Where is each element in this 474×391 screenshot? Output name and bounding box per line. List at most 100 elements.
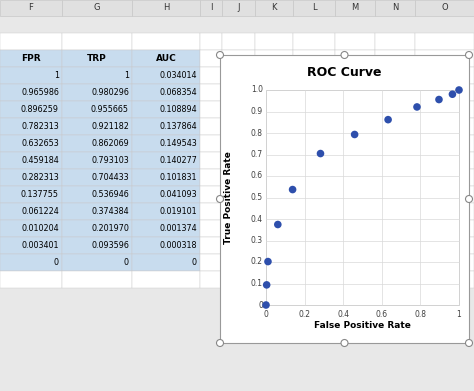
Circle shape [274, 221, 282, 228]
Text: 0.5: 0.5 [251, 193, 263, 202]
Text: 0.704433: 0.704433 [91, 173, 129, 182]
Bar [200, 220, 222, 237]
Bar [222, 186, 255, 203]
Circle shape [465, 52, 473, 59]
Bar [293, 186, 335, 203]
Bar [255, 0, 293, 16]
Bar [255, 118, 293, 135]
Text: 0.7: 0.7 [251, 150, 263, 159]
Text: 0.8: 0.8 [414, 310, 427, 319]
Bar [335, 220, 375, 237]
Bar [222, 50, 255, 67]
Bar [200, 101, 222, 118]
Bar [415, 101, 474, 118]
Text: 0.1: 0.1 [251, 279, 263, 288]
Bar [415, 135, 474, 152]
Bar [0, 67, 62, 84]
Bar [200, 169, 222, 186]
Bar [132, 186, 200, 203]
Circle shape [455, 86, 463, 94]
Bar [200, 152, 222, 169]
Bar [222, 101, 255, 118]
Bar [335, 271, 375, 288]
Text: 0.034014: 0.034014 [159, 71, 197, 80]
Bar [200, 33, 222, 50]
Bar [255, 101, 293, 118]
Bar [222, 169, 255, 186]
Bar [415, 186, 474, 203]
Text: 0.862069: 0.862069 [91, 139, 129, 148]
Bar [335, 152, 375, 169]
Bar [255, 271, 293, 288]
Bar [62, 254, 132, 271]
Bar [62, 271, 132, 288]
Bar [222, 271, 255, 288]
Bar [132, 135, 200, 152]
Bar [255, 254, 293, 271]
Bar [200, 254, 222, 271]
Text: 0.3: 0.3 [251, 236, 263, 245]
Bar [293, 118, 335, 135]
Bar [132, 169, 200, 186]
Bar [255, 33, 293, 50]
Text: False Positive Rate: False Positive Rate [314, 321, 411, 330]
Bar [335, 84, 375, 101]
Text: 0.001374: 0.001374 [159, 224, 197, 233]
Text: 0.061224: 0.061224 [21, 207, 59, 216]
Bar [375, 237, 415, 254]
Bar [375, 152, 415, 169]
Bar [222, 237, 255, 254]
Bar [222, 135, 255, 152]
Bar [375, 186, 415, 203]
Bar [375, 67, 415, 84]
Bar [415, 203, 474, 220]
Circle shape [217, 339, 224, 346]
Bar [335, 50, 375, 67]
Circle shape [262, 301, 270, 309]
Bar [293, 169, 335, 186]
Text: 0: 0 [124, 258, 129, 267]
Bar [62, 33, 132, 50]
Bar [335, 67, 375, 84]
Text: 0.101831: 0.101831 [159, 173, 197, 182]
Text: 0.6: 0.6 [251, 172, 263, 181]
Text: 0.4: 0.4 [337, 310, 349, 319]
Text: 1: 1 [54, 71, 59, 80]
Circle shape [217, 196, 224, 203]
Circle shape [341, 52, 348, 59]
Bar [62, 67, 132, 84]
Bar [375, 118, 415, 135]
Text: 0.793103: 0.793103 [91, 156, 129, 165]
Text: TRP: TRP [87, 54, 107, 63]
Bar [335, 254, 375, 271]
Bar [415, 271, 474, 288]
Text: 0: 0 [54, 258, 59, 267]
Circle shape [264, 258, 272, 265]
Text: 0.896259: 0.896259 [21, 105, 59, 114]
Bar [375, 0, 415, 16]
Bar [132, 220, 200, 237]
Bar [415, 254, 474, 271]
Bar [0, 271, 62, 288]
Text: 0.2: 0.2 [299, 310, 310, 319]
Bar [255, 84, 293, 101]
Text: 0.149543: 0.149543 [159, 139, 197, 148]
Bar [293, 0, 335, 16]
Bar [222, 33, 255, 50]
Bar [62, 135, 132, 152]
Text: 0.201970: 0.201970 [91, 224, 129, 233]
Bar [200, 186, 222, 203]
Bar [0, 118, 62, 135]
Text: 0.4: 0.4 [251, 215, 263, 224]
Text: M: M [351, 4, 359, 13]
Bar [222, 220, 255, 237]
Text: 0: 0 [258, 301, 263, 310]
Text: 0.6: 0.6 [376, 310, 388, 319]
Bar [375, 135, 415, 152]
Text: 0.019101: 0.019101 [159, 207, 197, 216]
Bar [132, 33, 200, 50]
Bar [293, 135, 335, 152]
Bar [415, 169, 474, 186]
Circle shape [384, 116, 392, 124]
Bar [222, 67, 255, 84]
